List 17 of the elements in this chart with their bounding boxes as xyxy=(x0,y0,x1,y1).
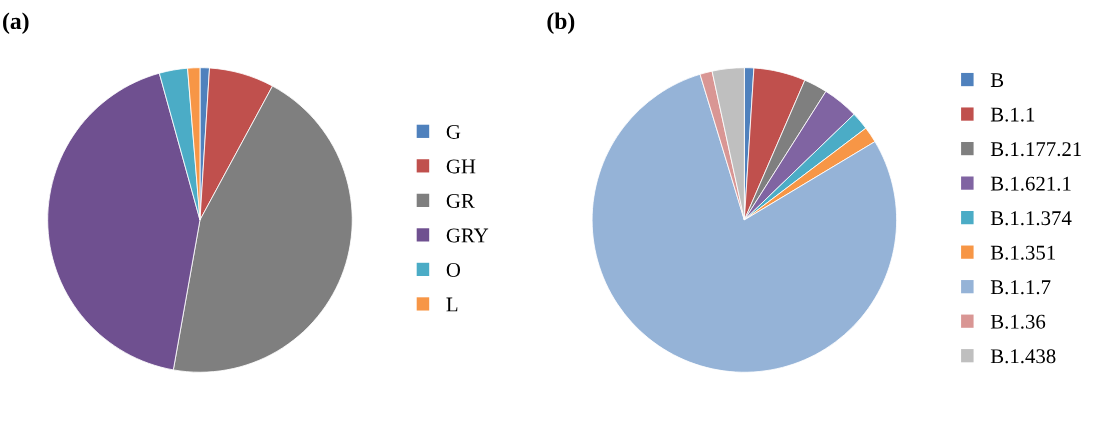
chart-title: (b) xyxy=(547,12,575,34)
legend-label: B.1.621.1 xyxy=(990,176,1071,191)
legend-label: B.1.351 xyxy=(990,245,1055,260)
legend-label: B xyxy=(990,73,1004,87)
legend-label: L xyxy=(446,297,458,312)
legend-label: B.1.177.21 xyxy=(990,142,1082,157)
legend-label: B.1.1.7 xyxy=(990,280,1051,295)
legend-label: B.1.1 xyxy=(990,107,1035,122)
legend-label: GRY xyxy=(446,228,489,243)
legend-label: B.1.36 xyxy=(990,314,1046,329)
legend-label: GR xyxy=(446,193,475,208)
legend-label: B.1.1.374 xyxy=(990,211,1072,226)
legend-label: G xyxy=(446,124,461,139)
legend-label: GH xyxy=(446,159,476,174)
legend-label: B.1.438 xyxy=(990,349,1056,364)
legend-label: O xyxy=(446,262,461,277)
chart-title: (a) xyxy=(3,12,29,34)
